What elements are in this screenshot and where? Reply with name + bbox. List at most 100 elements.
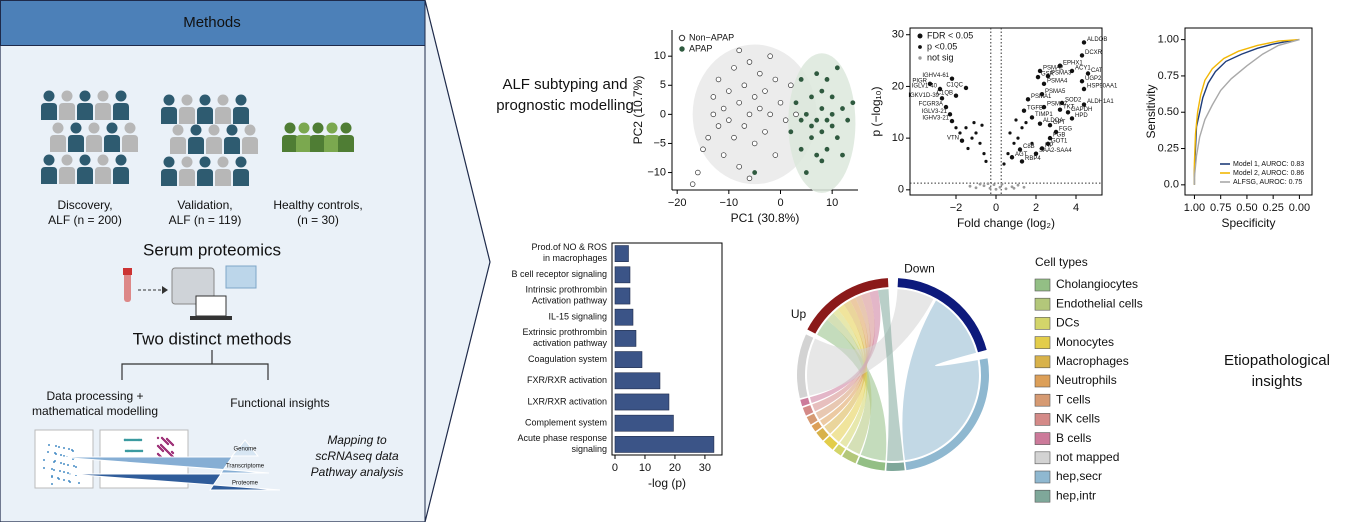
data-point (1009, 155, 1015, 160)
x-axis-label: -log (p) (648, 476, 686, 490)
data-point (984, 159, 988, 163)
point-label: EPHX1 (1063, 60, 1083, 66)
x-tick-label: 0 (993, 202, 999, 214)
chord-ribbon (878, 289, 904, 461)
data-point (741, 123, 748, 129)
data-point (772, 152, 779, 158)
person-head (79, 90, 91, 102)
mini-dot (60, 454, 62, 456)
data-point (840, 106, 845, 111)
person-head (208, 124, 220, 136)
data-point (949, 118, 955, 124)
mini-dot (78, 482, 80, 484)
point-label: TKT (1063, 104, 1075, 110)
data-point (937, 86, 943, 92)
data-point (966, 146, 970, 151)
data-point (1037, 121, 1043, 126)
data-point (788, 129, 794, 135)
data-point (1016, 136, 1020, 140)
data-point (814, 152, 820, 158)
person-head (340, 122, 352, 134)
pyramid-level (57, 456, 270, 474)
group-arc (897, 278, 987, 353)
point-label: GSR (1041, 72, 1055, 78)
data-point (1030, 141, 1034, 145)
mini-dot (159, 443, 163, 447)
person-body (77, 167, 93, 184)
cell-arc (802, 405, 814, 416)
person-body (179, 107, 195, 124)
mini-dot (63, 463, 65, 465)
point-label: IGHV3-21 (922, 116, 949, 122)
roc-curve (1193, 38, 1300, 185)
person-body (41, 103, 57, 120)
legend-label: Model 2, AUROC: 0.86 (1233, 170, 1304, 177)
data-point (762, 129, 768, 135)
data-point (1081, 86, 1087, 92)
data-point (720, 105, 727, 112)
text-line: ALF subtyping and (502, 76, 627, 93)
mini-dot (156, 436, 160, 440)
legend-swatch (1034, 278, 1051, 292)
mini-dot (139, 438, 143, 442)
text-line: mathematical modelling (32, 404, 158, 418)
data-point (1079, 79, 1085, 84)
data-point (824, 77, 830, 82)
data-point (746, 59, 753, 65)
y-tick-label: 5 (660, 79, 666, 91)
point-label: ALDOB (1087, 37, 1107, 43)
person-body (59, 103, 75, 120)
person-body (59, 167, 75, 184)
legend-label: Neutrophils (1056, 373, 1117, 387)
mini-dot (134, 449, 138, 453)
person-body (161, 169, 177, 186)
data-point (834, 65, 840, 71)
data-point (1017, 147, 1023, 152)
data-point (819, 158, 825, 164)
text-line: scRNAseq data (315, 449, 399, 463)
data-point (793, 100, 799, 106)
data-point (1012, 186, 1016, 190)
y-tick-label: 0.50 (1158, 106, 1179, 118)
data-point (824, 117, 830, 123)
mini-dot (63, 447, 65, 449)
chord-ribbon (812, 292, 875, 412)
data-point (1053, 129, 1059, 135)
bar (614, 266, 631, 284)
plot-frame (909, 27, 1103, 196)
legend-swatch (1034, 297, 1051, 311)
methods-title: Methods (183, 14, 241, 31)
person-head (163, 156, 175, 168)
data-point (953, 93, 959, 98)
data-point (731, 65, 737, 71)
person-head (61, 154, 73, 166)
point-label: PIGR (912, 78, 927, 84)
data-point (1004, 187, 1008, 191)
bar (614, 308, 634, 326)
cohort-label: Validation, ALF (n = 119) (169, 198, 242, 227)
x-tick-label: 0 (777, 197, 783, 209)
mini-dot (165, 437, 169, 441)
data-point (943, 104, 949, 110)
mini-dot (126, 449, 130, 453)
legend-label: B cells (1056, 431, 1091, 445)
legend-swatch (1034, 451, 1051, 465)
pyramid-level (68, 473, 281, 491)
data-point (927, 81, 933, 87)
legend-label: not sig (927, 52, 954, 62)
x-tick-label: −20 (668, 197, 687, 209)
person-body (68, 135, 84, 152)
text-line: in macrophages (543, 253, 608, 263)
legend-label: Model 1, AUROC: 0.83 (1233, 161, 1304, 168)
data-point (1059, 100, 1065, 106)
person-body (310, 135, 326, 152)
mini-dot (132, 449, 136, 453)
chord-ribbon (831, 304, 868, 442)
data-point (1022, 185, 1026, 189)
x-axis-label: PC1 (30.8%) (731, 211, 800, 225)
person-body (170, 137, 186, 154)
text-line: ALF (n = 119) (169, 213, 242, 227)
point-label: PSMA1 (1031, 94, 1052, 100)
legend-marker (918, 56, 922, 60)
arrow-head (162, 286, 168, 294)
